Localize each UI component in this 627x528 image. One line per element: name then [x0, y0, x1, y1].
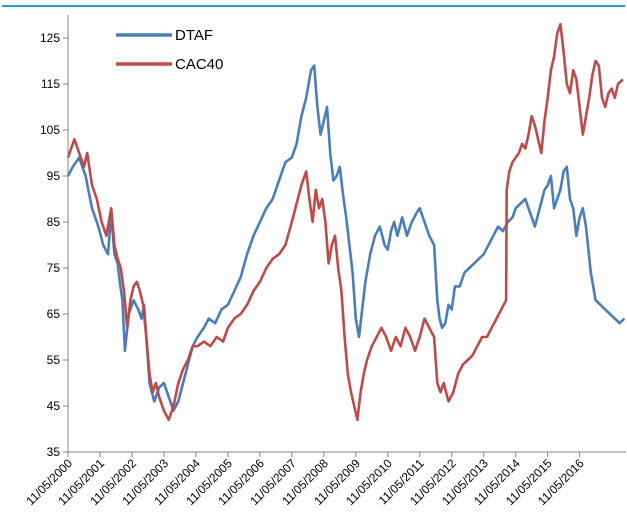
- series-line-dtaf: [66, 64, 626, 412]
- x-axis-ticks: 11/05/200011/05/200111/05/200211/05/2003…: [23, 452, 587, 508]
- y-tick-label: 125: [40, 31, 60, 45]
- y-tick-label: 85: [47, 215, 61, 229]
- legend-label-dtaf: DTAF: [175, 27, 213, 44]
- y-tick-label: 75: [47, 261, 61, 275]
- y-tick-label: 55: [47, 353, 61, 367]
- y-axis-ticks: 35 45 55 65 75 85 95 105 115 125: [40, 31, 68, 459]
- legend-entry-cac40: CAC40: [116, 56, 223, 73]
- y-tick-label: 95: [47, 169, 61, 183]
- y-tick-label: 65: [47, 307, 61, 321]
- legend: DTAF CAC40: [116, 27, 223, 73]
- series-line-cac40: [66, 22, 624, 422]
- y-tick-label: 45: [47, 399, 61, 413]
- legend-label-cac40: CAC40: [175, 56, 223, 73]
- y-tick-label: 115: [41, 77, 60, 91]
- series-lines: [66, 22, 626, 422]
- y-tick-label: 35: [47, 445, 61, 459]
- y-tick-label: 105: [40, 123, 60, 137]
- legend-entry-dtaf: DTAF: [116, 27, 213, 44]
